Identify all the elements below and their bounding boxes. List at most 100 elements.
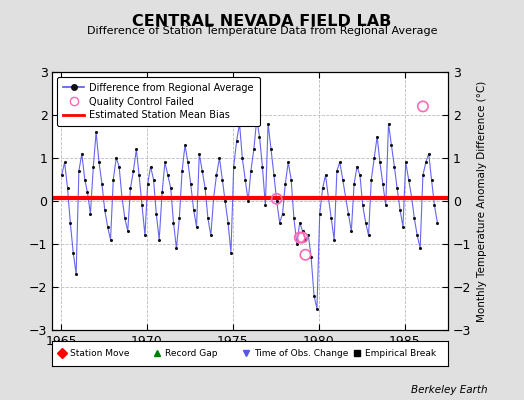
Point — [210, 194, 218, 200]
Point — [410, 215, 419, 222]
Point — [321, 172, 330, 178]
Point — [132, 146, 140, 153]
Point — [135, 172, 143, 178]
Point — [92, 129, 100, 135]
Point — [298, 228, 307, 234]
Point — [356, 172, 364, 178]
Point — [69, 250, 78, 256]
Point — [98, 181, 106, 187]
Point — [141, 232, 149, 238]
Point — [103, 224, 112, 230]
Point — [206, 232, 215, 238]
Point — [163, 172, 172, 178]
Point — [390, 163, 399, 170]
Point — [422, 159, 430, 166]
Point — [95, 159, 103, 166]
Point — [424, 150, 433, 157]
Point — [319, 185, 327, 191]
Point — [201, 185, 209, 191]
Point — [324, 194, 333, 200]
Point — [276, 219, 284, 226]
Point — [86, 211, 95, 217]
Point — [413, 232, 421, 238]
Point — [272, 196, 281, 202]
Point — [218, 176, 226, 183]
Point — [379, 181, 387, 187]
Point — [261, 202, 269, 208]
Text: Empirical Break: Empirical Break — [365, 349, 436, 358]
Point — [81, 176, 89, 183]
Point — [399, 224, 407, 230]
Point — [290, 215, 298, 222]
Point — [427, 176, 435, 183]
Point — [161, 159, 169, 166]
Text: Difference of Station Temperature Data from Regional Average: Difference of Station Temperature Data f… — [87, 26, 437, 36]
Point — [89, 163, 97, 170]
Point — [267, 146, 275, 153]
Point — [129, 168, 138, 174]
Point — [144, 181, 152, 187]
Point — [387, 142, 396, 148]
Point — [330, 236, 339, 243]
Text: Berkeley Earth: Berkeley Earth — [411, 385, 487, 395]
Point — [60, 159, 69, 166]
Point — [419, 103, 427, 110]
Point — [350, 181, 358, 187]
Point — [215, 155, 224, 161]
Point — [401, 159, 410, 166]
Point — [212, 172, 221, 178]
Point — [58, 172, 66, 178]
Point — [101, 206, 109, 213]
Point — [313, 305, 321, 312]
Point — [224, 219, 232, 226]
Point — [347, 228, 356, 234]
Point — [167, 185, 175, 191]
Point — [416, 245, 424, 252]
Point — [376, 159, 384, 166]
Point — [169, 219, 178, 226]
Point — [121, 215, 129, 222]
Point — [344, 211, 353, 217]
Point — [430, 202, 439, 208]
Point — [393, 185, 401, 191]
Point — [66, 219, 74, 226]
Point — [126, 185, 135, 191]
Point — [339, 176, 347, 183]
Point — [272, 198, 281, 204]
Point — [241, 176, 249, 183]
Text: Time of Obs. Change: Time of Obs. Change — [254, 349, 348, 358]
Point — [221, 198, 230, 204]
Point — [287, 176, 296, 183]
Point — [396, 206, 404, 213]
Point — [255, 133, 264, 140]
Y-axis label: Monthly Temperature Anomaly Difference (°C): Monthly Temperature Anomaly Difference (… — [477, 80, 487, 322]
Point — [298, 234, 307, 241]
Point — [301, 236, 310, 243]
Point — [336, 159, 344, 166]
Legend: Difference from Regional Average, Quality Control Failed, Estimated Station Mean: Difference from Regional Average, Qualit… — [57, 77, 260, 126]
Point — [304, 232, 312, 238]
Point — [244, 198, 253, 204]
Point — [270, 172, 278, 178]
Point — [227, 250, 235, 256]
Point — [258, 163, 267, 170]
Point — [381, 202, 390, 208]
Point — [238, 155, 246, 161]
Point — [333, 168, 341, 174]
Point — [198, 168, 206, 174]
Point — [296, 234, 304, 241]
Point — [419, 172, 427, 178]
Point — [405, 176, 413, 183]
Text: Station Move: Station Move — [70, 349, 130, 358]
Point — [367, 176, 376, 183]
Point — [230, 163, 238, 170]
Point — [301, 252, 310, 258]
Point — [204, 215, 212, 222]
Point — [433, 219, 442, 226]
Point — [124, 228, 132, 234]
Point — [281, 181, 289, 187]
Point — [146, 163, 155, 170]
Point — [78, 150, 86, 157]
Point — [307, 254, 315, 260]
Point — [353, 163, 361, 170]
